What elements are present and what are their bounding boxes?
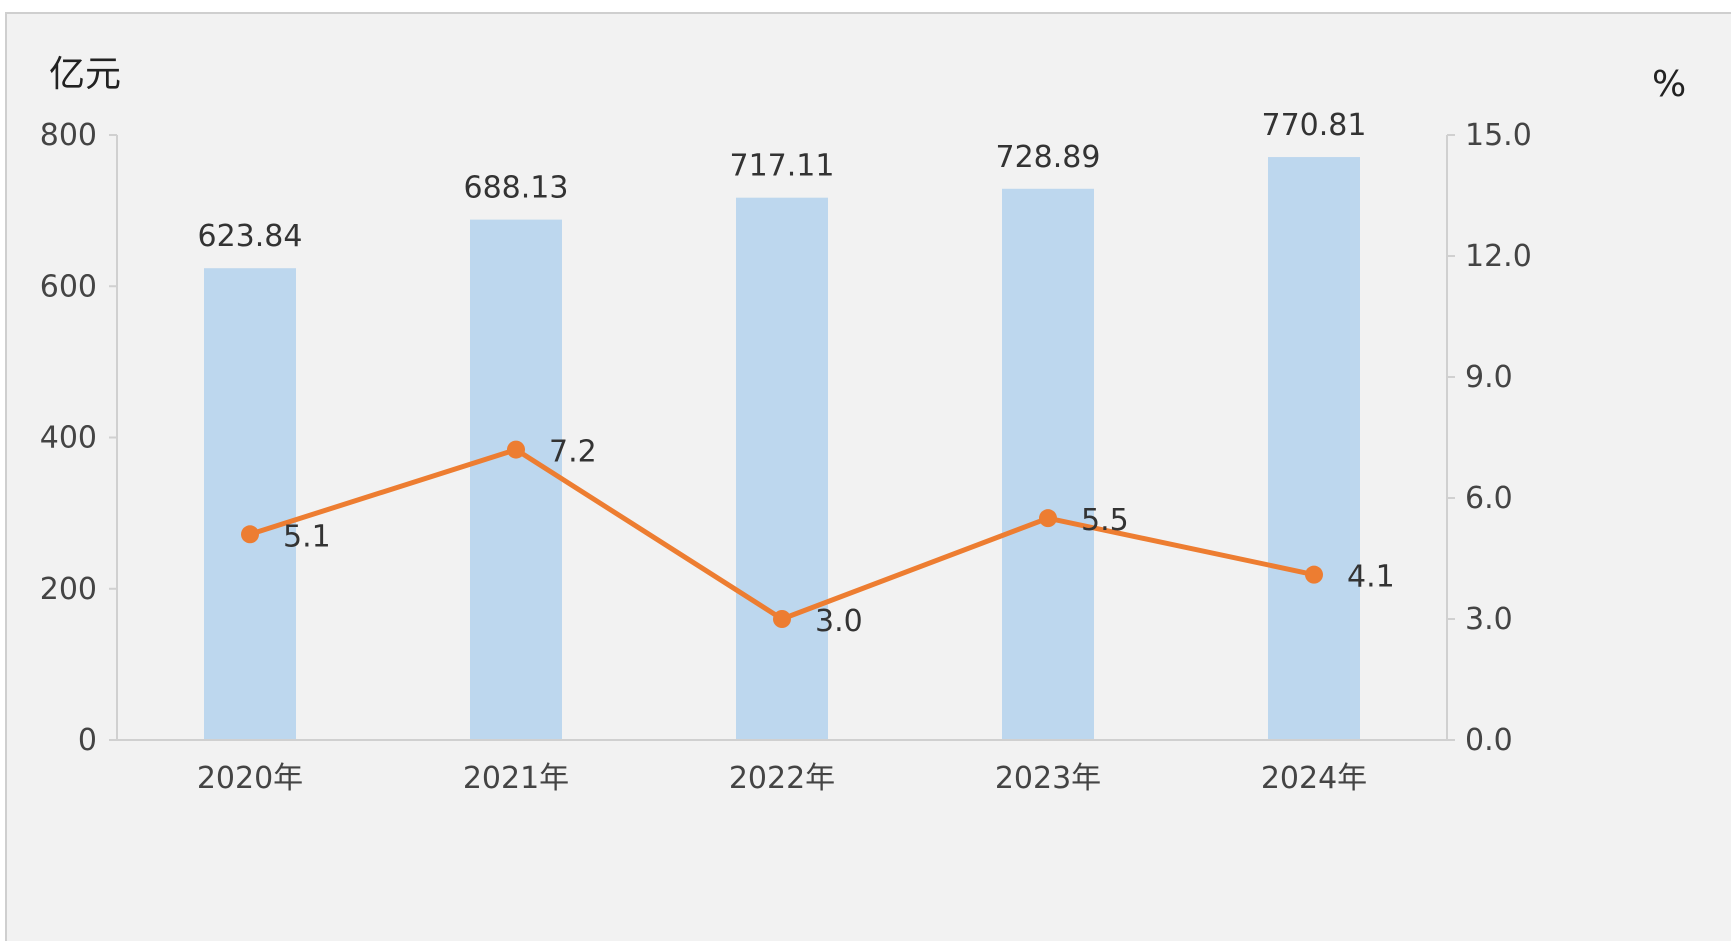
right-axis-unit: % bbox=[1652, 64, 1686, 105]
line-point bbox=[241, 525, 259, 544]
bar-value-label: 728.89 bbox=[996, 140, 1101, 175]
right-tick-label: 12.0 bbox=[1465, 239, 1532, 274]
left-tick-label: 0 bbox=[78, 723, 97, 758]
category-label: 2020年 bbox=[197, 761, 303, 796]
category-label: 2021年 bbox=[463, 761, 569, 796]
chart-panel: 亿元 % 0 200 400 600 800 0.0 3.0 6.0 9.0 12.0 15.0 … bbox=[5, 12, 1731, 941]
right-tick-label: 15.0 bbox=[1465, 118, 1532, 153]
bar-value-label: 623.84 bbox=[198, 219, 303, 254]
bar bbox=[204, 268, 296, 740]
bar bbox=[1268, 157, 1360, 740]
line-series: 5.1 7.2 3.0 5.5 4.1 bbox=[241, 435, 1395, 639]
category-axis: 2020年 2021年 2022年 2023年 2024年 bbox=[117, 739, 1447, 796]
line-point bbox=[507, 440, 525, 459]
right-tick-label: 3.0 bbox=[1465, 602, 1513, 637]
line-value-label: 4.1 bbox=[1347, 560, 1395, 595]
left-tick-label: 400 bbox=[40, 421, 97, 456]
line-point bbox=[773, 610, 791, 628]
category-label: 2022年 bbox=[729, 761, 835, 796]
left-tick-label: 200 bbox=[40, 572, 97, 607]
bar-value-label: 717.11 bbox=[730, 149, 835, 184]
line-value-label: 7.2 bbox=[549, 435, 597, 470]
line-point bbox=[1305, 565, 1323, 584]
right-axis: 0.0 3.0 6.0 9.0 12.0 15.0 bbox=[1446, 118, 1532, 758]
bar bbox=[470, 219, 562, 740]
left-axis: 0 200 400 600 800 bbox=[40, 118, 118, 758]
right-tick-label: 6.0 bbox=[1465, 481, 1513, 516]
bar bbox=[1002, 188, 1094, 741]
left-tick-label: 600 bbox=[40, 269, 97, 304]
bar bbox=[736, 197, 828, 741]
right-tick-label: 0.0 bbox=[1465, 723, 1513, 758]
category-label: 2023年 bbox=[995, 761, 1101, 796]
line-value-label: 5.5 bbox=[1081, 503, 1129, 538]
category-label: 2024年 bbox=[1261, 761, 1367, 796]
bar-value-label: 688.13 bbox=[464, 171, 569, 206]
left-axis-unit: 亿元 bbox=[49, 54, 121, 95]
line-value-label: 5.1 bbox=[283, 519, 331, 554]
right-tick-label: 9.0 bbox=[1465, 360, 1513, 395]
line-value-label: 3.0 bbox=[815, 604, 863, 639]
bar-series: 623.84 688.13 717.11 728.89 770.81 bbox=[198, 108, 1367, 741]
left-tick-label: 800 bbox=[40, 118, 97, 153]
line-point bbox=[1039, 509, 1057, 528]
bar-value-label: 770.81 bbox=[1262, 108, 1367, 143]
